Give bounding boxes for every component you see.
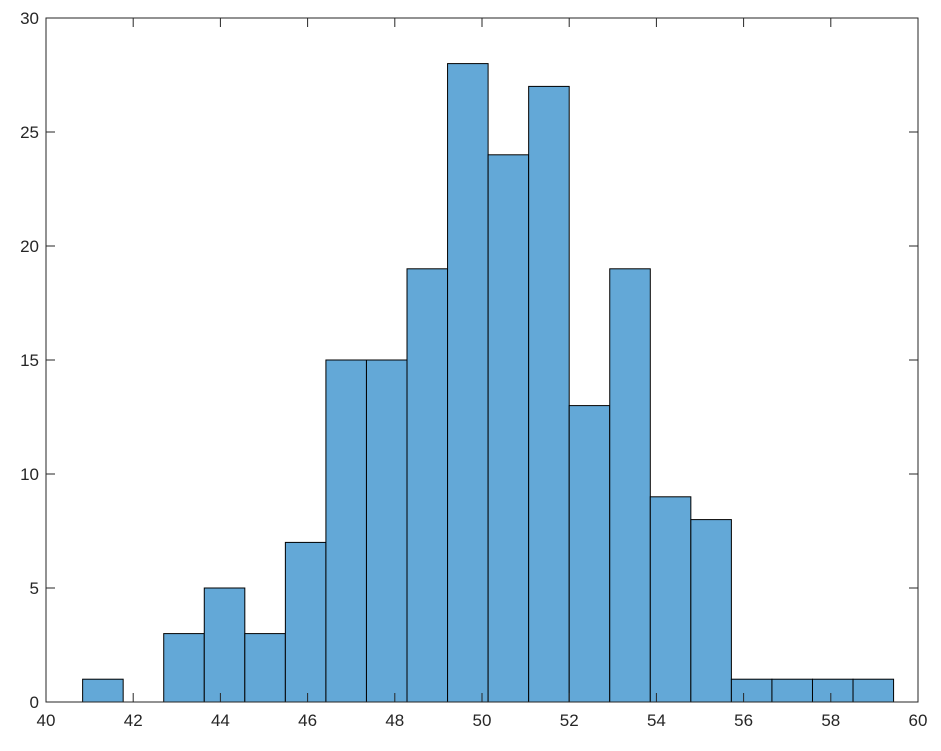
- histogram-bar: [528, 85, 570, 703]
- histogram-bar: [609, 268, 651, 703]
- y-tick-label: 0: [30, 693, 39, 712]
- histogram-bar: [82, 678, 124, 703]
- histogram-bar: [406, 268, 449, 703]
- x-tick-label: 48: [385, 711, 404, 730]
- histogram-bar: [163, 633, 205, 703]
- x-tick-label: 52: [560, 711, 579, 730]
- x-tick-labels: 40 42 44 46 48 50 52 54 56 58 60: [37, 711, 928, 730]
- bars-group: [82, 63, 895, 703]
- histogram-bar: [690, 519, 732, 703]
- x-tick-label: 46: [298, 711, 317, 730]
- histogram-bar: [649, 496, 692, 703]
- y-tick-label: 30: [20, 9, 39, 28]
- histogram-bar: [487, 154, 530, 703]
- x-tick-label: 50: [473, 711, 492, 730]
- y-tick-label: 5: [30, 579, 39, 598]
- y-tick-label: 10: [20, 465, 39, 484]
- x-tick-label: 58: [821, 711, 840, 730]
- y-tick-label: 20: [20, 237, 39, 256]
- axes-frame: [45, 17, 919, 703]
- histogram-bar: [244, 633, 286, 703]
- x-tick-label: 56: [734, 711, 753, 730]
- y-tick-label: 25: [20, 123, 39, 142]
- x-tick-label: 42: [124, 711, 143, 730]
- histogram-bar: [811, 678, 854, 703]
- histogram-bar: [852, 678, 895, 703]
- x-tick-label: 40: [37, 711, 56, 730]
- y-tick-labels: 0 5 10 15 20 25 30: [20, 9, 39, 712]
- x-tick-label: 60: [909, 711, 928, 730]
- histogram-bar: [203, 587, 246, 703]
- histogram-bar: [568, 405, 611, 703]
- histogram-bar: [447, 63, 489, 703]
- histogram-bar: [325, 359, 367, 703]
- x-tick-label: 54: [647, 711, 666, 730]
- histogram-bar: [771, 678, 813, 703]
- y-tick-label: 15: [20, 351, 39, 370]
- histogram-bar: [365, 359, 408, 703]
- axis-ticks-group: [45, 17, 919, 703]
- x-tick-label: 44: [211, 711, 230, 730]
- histogram-bar: [730, 678, 773, 703]
- histogram-bar: [284, 541, 327, 703]
